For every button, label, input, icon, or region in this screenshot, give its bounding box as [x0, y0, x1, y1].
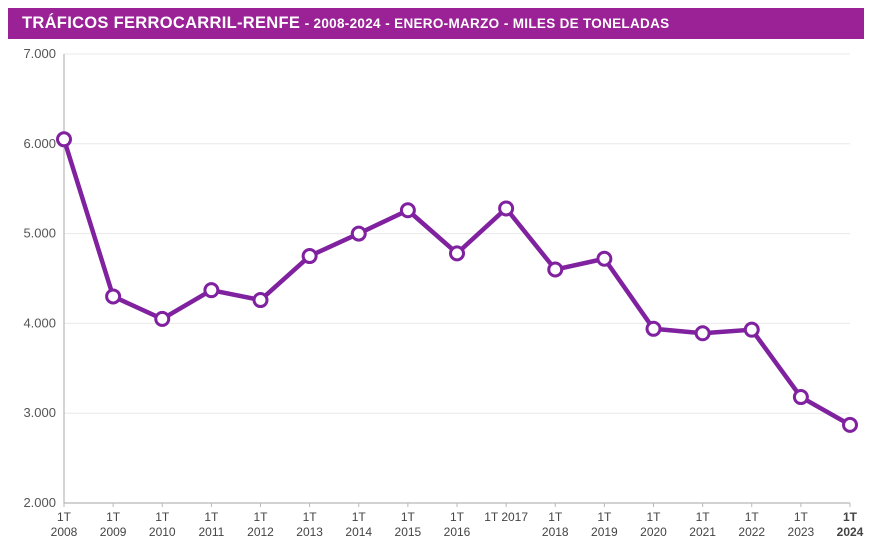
x-tick-label-line2: 2011 — [198, 525, 224, 539]
data-point-marker — [303, 250, 316, 263]
plot-area: 2.0003.0004.0005.0006.0007.0001T20081T20… — [8, 42, 864, 551]
title-sub2: ENERO-MARZO — [394, 16, 499, 31]
data-point-marker — [647, 322, 660, 335]
x-tick-label-line2: 2020 — [640, 525, 667, 539]
x-tick-label-line2: 2012 — [247, 525, 274, 539]
data-point-marker — [401, 204, 414, 217]
x-tick-label-line2: 2022 — [738, 525, 765, 539]
chart-container: TRÁFICOS FERROCARRIL-RENFE - 2008-2024 -… — [0, 0, 872, 559]
data-point-marker — [254, 294, 267, 307]
chart-svg: 2.0003.0004.0005.0006.0007.0001T20081T20… — [8, 42, 864, 551]
x-tick-label-line1: 1T — [253, 510, 268, 524]
title-sub3: MILES DE TONELADAS — [513, 16, 670, 31]
x-tick-label-line2: 2010 — [149, 525, 176, 539]
title-sep1: - — [305, 16, 314, 31]
x-tick-label-line1: 1T — [303, 510, 318, 524]
data-point-marker — [500, 202, 513, 215]
x-tick-label-line1: 1T — [597, 510, 612, 524]
title-sep2: - — [385, 16, 394, 31]
y-tick-label: 7.000 — [23, 46, 56, 61]
y-tick-label: 5.000 — [23, 226, 56, 241]
x-tick-label-line1: 1T — [843, 510, 858, 524]
data-point-marker — [451, 247, 464, 260]
data-point-marker — [844, 418, 857, 431]
data-point-marker — [156, 312, 169, 325]
x-tick-label-line2: 2016 — [444, 525, 471, 539]
title-sep3: - — [504, 16, 513, 31]
x-tick-label-line1: 1T — [646, 510, 661, 524]
y-tick-label: 3.000 — [23, 405, 56, 420]
x-tick-label-line2: 2024 — [837, 525, 864, 539]
x-tick-label-line1: 1T — [57, 510, 72, 524]
y-tick-label: 2.000 — [23, 495, 56, 510]
chart-title-bar: TRÁFICOS FERROCARRIL-RENFE - 2008-2024 -… — [8, 8, 864, 39]
x-tick-label-line2: 2013 — [296, 525, 323, 539]
data-point-marker — [205, 284, 218, 297]
data-point-marker — [549, 263, 562, 276]
series-line — [64, 139, 850, 425]
data-point-marker — [598, 252, 611, 265]
x-tick-label-line1: 1T — [401, 510, 416, 524]
x-tick-label-line1: 1T 2017 — [484, 510, 528, 524]
y-tick-label: 6.000 — [23, 136, 56, 151]
data-point-marker — [352, 227, 365, 240]
data-point-marker — [58, 133, 71, 146]
x-tick-label-line2: 2015 — [395, 525, 422, 539]
x-tick-label-line2: 2008 — [51, 525, 78, 539]
x-tick-label-line2: 2009 — [100, 525, 127, 539]
data-point-marker — [794, 391, 807, 404]
y-tick-label: 4.000 — [23, 315, 56, 330]
x-tick-label-line2: 2021 — [689, 525, 716, 539]
x-tick-label-line1: 1T — [548, 510, 563, 524]
data-point-marker — [745, 323, 758, 336]
x-tick-label-line1: 1T — [352, 510, 367, 524]
x-tick-label-line1: 1T — [745, 510, 760, 524]
x-tick-label-line2: 2014 — [345, 525, 372, 539]
x-tick-label-line1: 1T — [106, 510, 121, 524]
title-sub1: 2008-2024 — [314, 16, 381, 31]
x-tick-label-line1: 1T — [204, 510, 219, 524]
data-point-marker — [107, 290, 120, 303]
x-tick-label-line1: 1T — [696, 510, 711, 524]
x-tick-label-line2: 2019 — [591, 525, 618, 539]
x-tick-label-line1: 1T — [155, 510, 170, 524]
x-tick-label-line2: 2023 — [788, 525, 815, 539]
x-tick-label-line1: 1T — [450, 510, 465, 524]
x-tick-label-line2: 2018 — [542, 525, 569, 539]
x-tick-label-line1: 1T — [794, 510, 809, 524]
title-main: TRÁFICOS FERROCARRIL-RENFE — [22, 14, 300, 32]
data-point-marker — [696, 327, 709, 340]
